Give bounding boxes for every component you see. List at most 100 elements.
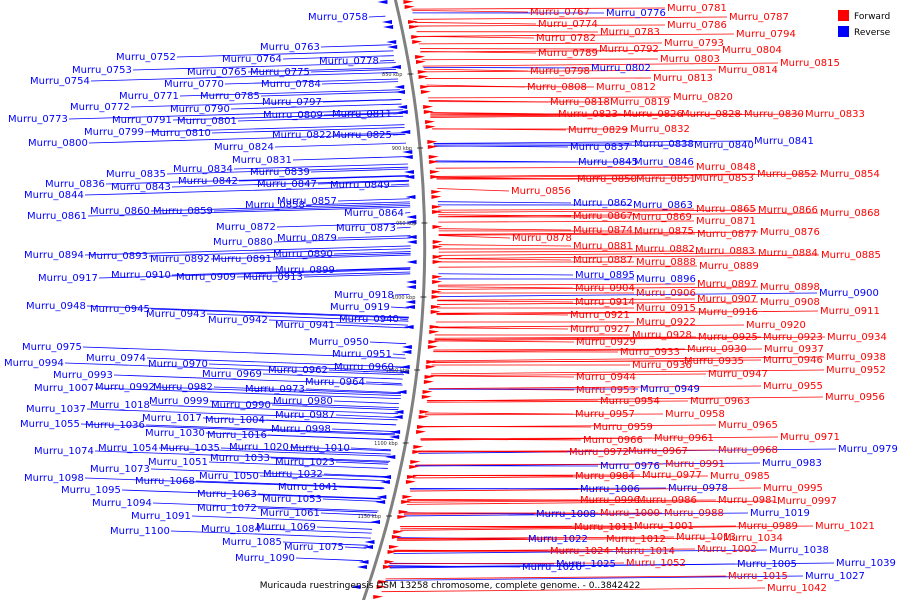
connector-line — [88, 133, 406, 144]
connector-line — [321, 81, 399, 85]
connector-line — [236, 271, 411, 278]
connector-line — [210, 252, 411, 260]
gene-label: Murru_1033 — [210, 453, 270, 464]
connector-line — [392, 133, 405, 136]
connector-line — [331, 428, 395, 432]
forward-gene-arrow — [420, 90, 431, 94]
gene-label: Murru_0852 — [757, 169, 817, 180]
gene-label: Murru_0998 — [271, 424, 331, 435]
scale-tick-label: 1150 kbp — [357, 514, 381, 520]
gene-label: Murru_0846 — [634, 157, 694, 168]
connector-line — [98, 268, 411, 279]
connector-line — [292, 156, 408, 161]
connector-line — [68, 109, 403, 120]
gene-label: Murru_0793 — [664, 38, 724, 49]
forward-gene-arrow — [412, 450, 423, 454]
connector-line — [274, 142, 407, 148]
gene-label: Murru_0856 — [511, 186, 571, 197]
reverse-gene-arrow — [385, 455, 396, 459]
gene-label: Murru_0951 — [332, 349, 392, 360]
connector-line — [305, 388, 401, 394]
connector-line — [295, 557, 364, 562]
forward-gene-arrow — [409, 465, 420, 469]
connector-line — [257, 493, 381, 499]
gene-label: Murru_1055 — [20, 419, 80, 430]
forward-gene-arrow — [431, 290, 442, 294]
gene-label: Murru_1007 — [34, 383, 94, 394]
gene-label: Murru_0791 — [112, 115, 172, 126]
gene-label: Murru_1018 — [90, 400, 150, 411]
gene-label: Murru_0923 — [763, 332, 823, 343]
gene-label: Murru_0797 — [262, 97, 322, 108]
gene-label: Murru_1017 — [142, 413, 202, 424]
connector-line — [195, 480, 384, 489]
reverse-gene-arrow — [404, 305, 415, 309]
gene-label: Murru_1004 — [205, 415, 265, 426]
connector-line — [407, 499, 717, 503]
gene-label: Murru_0849 — [330, 180, 390, 191]
gene-label: Murru_0822 — [272, 130, 332, 141]
connector-line — [316, 526, 373, 530]
connector-line — [434, 336, 762, 340]
gene-label: Murru_0794 — [736, 29, 796, 40]
gene-label: Murru_0890 — [273, 249, 333, 260]
connector-line — [438, 258, 572, 261]
gene-label: Murru_0945 — [90, 304, 150, 315]
gene-label: Murru_0790 — [170, 104, 230, 115]
gene-label: Murru_0811 — [332, 109, 392, 120]
gene-label: Murru_1051 — [148, 457, 208, 468]
connector-line — [417, 35, 535, 39]
gene-label: Murru_1036 — [85, 420, 145, 431]
gene-label: Murru_1015 — [728, 571, 788, 582]
reverse-gene-arrow — [350, 585, 361, 589]
gene-label: Murru_0814 — [718, 65, 778, 76]
connector-line — [411, 7, 666, 10]
gene-label: Murru_0895 — [575, 270, 635, 281]
gene-label: Murru_0787 — [729, 12, 789, 23]
connector-line — [208, 461, 388, 469]
connector-line — [438, 265, 698, 268]
connector-line — [191, 515, 376, 523]
forward-gene-arrow — [432, 240, 443, 244]
gene-label: Murru_0913 — [243, 272, 303, 283]
gene-label: Murru_0781 — [667, 3, 727, 14]
connector-line — [282, 55, 394, 60]
gene-label: Murru_0874 — [573, 225, 633, 236]
forward-gene-arrow — [430, 305, 441, 309]
gene-label: Murru_0853 — [694, 173, 754, 184]
connector-line — [433, 348, 763, 353]
gene-label: Murru_0798 — [530, 66, 590, 77]
gene-label: Murru_0771 — [119, 91, 179, 102]
gene-label: Murru_0883 — [695, 246, 755, 257]
forward-gene-arrow — [426, 360, 437, 364]
gene-label: Murru_0938 — [826, 352, 886, 363]
connector-line — [438, 244, 572, 247]
connector-line — [337, 235, 411, 239]
connector-line — [323, 473, 386, 477]
gene-label: Murru_1022 — [528, 534, 588, 545]
gene-label: Murru_0941 — [275, 320, 335, 331]
forward-gene-arrow — [432, 255, 443, 259]
connector-line — [433, 140, 753, 144]
gene-label: Murru_0815 — [780, 58, 840, 69]
connector-line — [272, 254, 411, 260]
connector-line — [320, 44, 392, 48]
gene-label: Murru_0876 — [760, 227, 820, 238]
connector-line — [320, 512, 376, 516]
connector-line — [434, 336, 697, 339]
gene-label: Murru_0893 — [88, 251, 148, 262]
gene-label: Murru_0863 — [633, 200, 693, 211]
connector-line — [379, 59, 395, 62]
gene-label: Murru_0812 — [596, 82, 656, 93]
gene-label: Murru_0962 — [268, 365, 328, 376]
connector-line — [390, 183, 409, 186]
scale-tick-label: 950 kbp — [396, 221, 416, 227]
gene-label: Murru_0992 — [95, 382, 155, 393]
forward-gene-arrow — [427, 140, 438, 144]
connector-line — [437, 301, 759, 305]
gene-label: Murru_0947 — [708, 369, 768, 380]
connector-line — [144, 124, 405, 133]
connector-line — [333, 400, 399, 405]
gene-label: Murru_0937 — [764, 344, 824, 355]
